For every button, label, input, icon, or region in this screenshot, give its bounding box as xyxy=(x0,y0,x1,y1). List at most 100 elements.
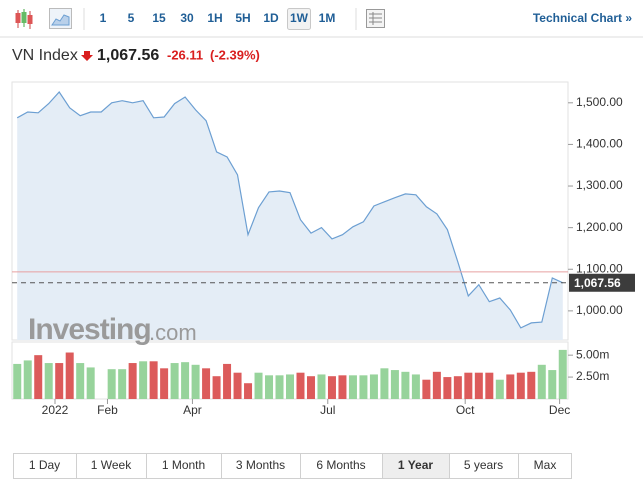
y-tick-label: 1,400.00 xyxy=(576,137,623,151)
y-tick-label: 1,500.00 xyxy=(576,95,623,109)
volume-bar xyxy=(275,375,284,399)
price-line xyxy=(16,91,564,329)
interval-button[interactable]: 1M xyxy=(319,11,336,25)
interval-button[interactable]: 1D xyxy=(263,11,279,25)
volume-bar xyxy=(296,372,305,399)
volume-bar xyxy=(223,363,232,399)
y-tick-label: 2.50m xyxy=(576,369,609,383)
volume-bar xyxy=(34,355,43,399)
volume-bar xyxy=(432,371,441,399)
x-tick-label: Dec xyxy=(549,403,570,417)
volume-bar xyxy=(76,363,85,399)
volume-bar xyxy=(327,376,336,399)
overlay: 1,067.56 xyxy=(12,271,635,292)
selected-interval xyxy=(287,8,311,30)
volume-bar xyxy=(537,364,546,399)
volume-bar xyxy=(338,375,347,399)
volume-bar xyxy=(23,360,32,399)
range-button[interactable]: 1 Week xyxy=(91,458,132,472)
volume-bar xyxy=(527,371,536,399)
interval-button[interactable]: 15 xyxy=(152,11,166,25)
volume-bar xyxy=(453,376,462,399)
x-tick-label: Oct xyxy=(456,403,475,417)
instrument-name: VN Index xyxy=(12,47,78,64)
y-tick-label: 1,100.00 xyxy=(576,261,623,275)
volume-bar xyxy=(286,374,294,399)
x-tick-label: Apr xyxy=(183,403,202,417)
y-tick-label: 1,300.00 xyxy=(576,178,623,192)
watermark-brand: Investing xyxy=(28,313,151,346)
area-icon[interactable] xyxy=(49,8,72,29)
volume-bar xyxy=(369,374,378,399)
volume-bar xyxy=(265,375,274,399)
volume-bar xyxy=(160,368,169,399)
volume-bar xyxy=(191,364,200,399)
volume-bar xyxy=(233,372,242,399)
volume-bar xyxy=(390,370,399,399)
volume-bar xyxy=(139,361,148,399)
interval-button[interactable]: 1W xyxy=(290,11,309,25)
down-arrow xyxy=(81,51,93,61)
interval-button[interactable]: 1H xyxy=(207,11,222,25)
volume-bar xyxy=(422,379,431,399)
x-tick-label: Jul xyxy=(320,403,335,417)
interval-button[interactable]: 30 xyxy=(180,11,194,25)
y-tick-label: 1,000.00 xyxy=(576,303,623,317)
last-price-box xyxy=(569,273,635,292)
table-icon[interactable] xyxy=(366,9,385,28)
volume-bar xyxy=(548,370,557,399)
volume-bar xyxy=(348,375,357,399)
last-price: 1,067.56 xyxy=(97,47,159,64)
volume-bar xyxy=(13,363,22,399)
range-button[interactable]: 1 Day xyxy=(29,458,60,472)
volume-bar xyxy=(107,369,116,399)
range-bar xyxy=(13,453,572,479)
volume-bar xyxy=(516,372,525,399)
volume-bar xyxy=(443,377,452,399)
volume-bar xyxy=(558,349,567,399)
volume-bar xyxy=(149,361,158,399)
watermark-suffix: .com xyxy=(149,320,197,345)
volume-bar xyxy=(317,374,326,399)
volume-bar xyxy=(474,372,483,399)
volume-bar xyxy=(359,375,368,399)
volume-bar xyxy=(411,374,420,399)
range-button[interactable]: 6 Months xyxy=(316,458,365,472)
volume-bar xyxy=(495,379,504,399)
volume-bar xyxy=(202,368,211,399)
volume-bar xyxy=(380,368,389,399)
y-tick-label: 5.00m xyxy=(576,347,609,361)
range-button[interactable]: 1 Year xyxy=(398,458,433,472)
range-button[interactable]: Max xyxy=(534,458,557,472)
volume-bar xyxy=(244,383,253,399)
selected-range xyxy=(382,454,450,478)
volume-bar xyxy=(306,376,315,399)
technical-chart-link[interactable]: Technical Chart » xyxy=(533,11,632,25)
price-change-pct: (-2.39%) xyxy=(210,47,260,62)
volume-bar xyxy=(212,376,221,399)
plot-area: 1,000.00 1,100.00 1,200.00 1,300.00 1,400.00… xyxy=(11,81,623,417)
volume-bar xyxy=(44,363,53,399)
interval-button[interactable]: 5 xyxy=(128,11,135,25)
volume-bar xyxy=(170,363,179,399)
volume-bar xyxy=(254,372,263,399)
x-tick-label: Feb xyxy=(97,403,118,417)
volume-bar xyxy=(86,367,95,399)
range-button[interactable]: 5 years xyxy=(464,458,503,472)
volume-bar xyxy=(401,371,410,399)
volume-bar xyxy=(181,362,190,399)
volume-bar xyxy=(118,369,127,399)
candlestick-icon[interactable] xyxy=(15,9,33,29)
volume-bar xyxy=(485,372,494,399)
interval-button[interactable]: 5H xyxy=(235,11,250,25)
volume-bar xyxy=(55,363,64,399)
volume-bar xyxy=(65,352,74,399)
range-button[interactable]: 3 Months xyxy=(236,458,285,472)
last-price-label: 1,067.56 xyxy=(574,276,621,290)
interval-button[interactable]: 1 xyxy=(100,11,107,25)
price-change: -26.11 xyxy=(167,47,203,62)
x-tick-label: 2022 xyxy=(42,403,69,417)
range-button[interactable]: 1 Month xyxy=(162,458,205,472)
